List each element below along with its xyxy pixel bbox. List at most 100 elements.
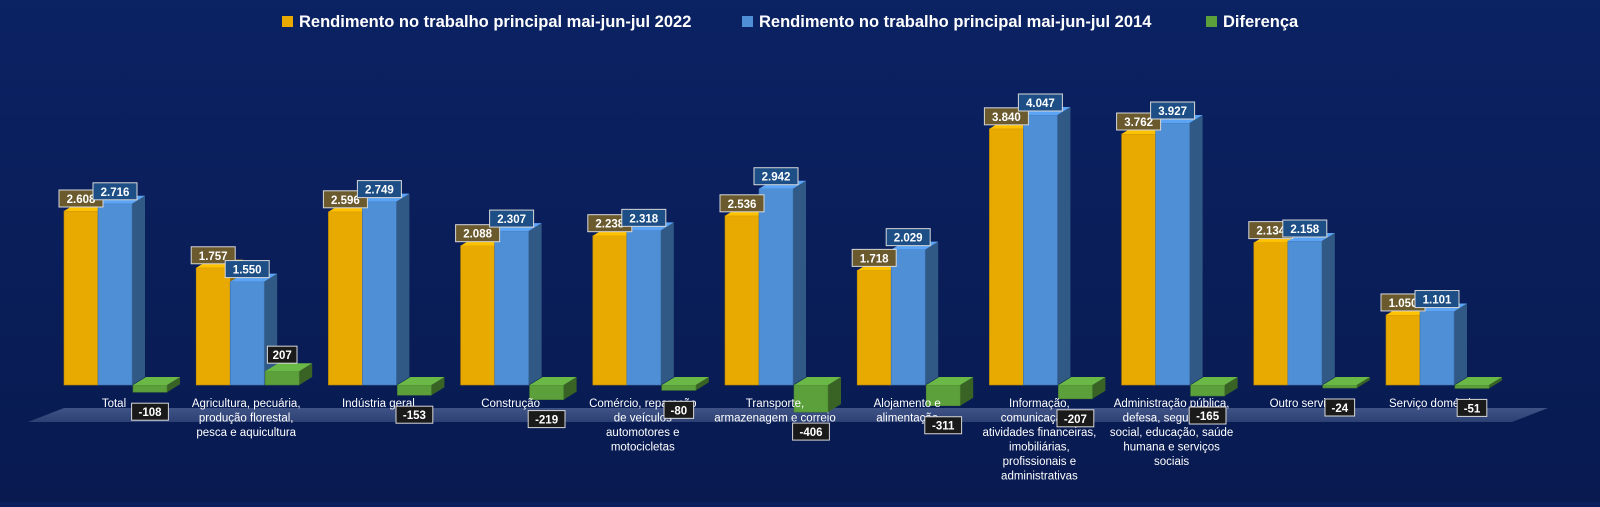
data-label: 3.840 bbox=[983, 107, 1029, 126]
data-label-box bbox=[322, 190, 368, 209]
category-label: Outro serviço bbox=[1270, 398, 1338, 410]
data-label: 1.550 bbox=[224, 260, 270, 279]
data-label-box bbox=[224, 260, 270, 279]
bar-front bbox=[1058, 384, 1093, 400]
bar-side bbox=[793, 180, 806, 385]
data-label-text: -24 bbox=[1331, 403, 1348, 415]
bar-top bbox=[926, 377, 974, 385]
bar bbox=[1023, 107, 1071, 386]
data-label-box bbox=[356, 180, 402, 199]
data-label-box bbox=[131, 402, 169, 421]
data-label: 3.762 bbox=[1116, 112, 1162, 131]
bar-side bbox=[167, 377, 180, 393]
category-label: Construção bbox=[481, 398, 540, 410]
data-label-box bbox=[983, 107, 1029, 126]
data-label-box bbox=[1324, 398, 1356, 417]
bar bbox=[1454, 377, 1502, 389]
data-label-text: 1.718 bbox=[860, 253, 889, 265]
category-labels: Total Agricultura, pecuária, produção flor… bbox=[102, 398, 1483, 483]
data-label: -165 bbox=[1188, 406, 1227, 425]
bar-top bbox=[133, 377, 180, 385]
bar bbox=[1322, 377, 1370, 389]
bar-front bbox=[890, 249, 926, 386]
bar-front bbox=[1023, 114, 1058, 386]
legend-label: Diferença bbox=[1223, 13, 1299, 31]
data-label-text: 1.101 bbox=[1423, 295, 1452, 307]
data-label: 207 bbox=[266, 345, 298, 364]
bar bbox=[1058, 377, 1106, 400]
bar-front bbox=[856, 270, 892, 386]
data-label-text: 2.238 bbox=[595, 219, 624, 231]
data-label: 2.134 bbox=[1248, 221, 1294, 240]
bar-front bbox=[592, 235, 628, 386]
bar-front bbox=[793, 384, 829, 413]
data-label-text: -153 bbox=[403, 410, 426, 422]
data-label: 2.536 bbox=[719, 194, 765, 213]
data-label-box bbox=[455, 224, 501, 243]
data-label-text: 2.716 bbox=[101, 187, 130, 199]
bar bbox=[758, 180, 806, 386]
data-label-text: 2.942 bbox=[762, 172, 791, 184]
data-labels: 2.608 2.716 -108 1.757 1.550 207 2.596 2.749 -15… bbox=[58, 93, 1488, 441]
bar-front bbox=[229, 281, 265, 386]
bar-top bbox=[1190, 377, 1238, 385]
bar-front bbox=[1454, 384, 1490, 389]
data-label-text: 1.050 bbox=[1389, 298, 1418, 310]
bar bbox=[925, 377, 974, 407]
bar-side bbox=[431, 377, 445, 396]
bar-front bbox=[989, 128, 1024, 386]
data-label-box bbox=[1150, 101, 1196, 120]
category-label: Transporte, armazenagem e correio bbox=[714, 398, 835, 425]
data-label-text: 2.134 bbox=[1256, 226, 1285, 238]
data-label: -311 bbox=[924, 416, 963, 435]
data-label: 2.942 bbox=[753, 167, 799, 186]
data-label-box bbox=[1017, 93, 1063, 112]
bar-top bbox=[1455, 377, 1502, 385]
legend-swatch bbox=[282, 16, 293, 27]
data-label-box bbox=[1188, 406, 1227, 425]
bar-side bbox=[828, 377, 841, 413]
data-label-box bbox=[1282, 219, 1328, 238]
bar-side bbox=[563, 377, 577, 400]
data-label: 1.718 bbox=[851, 248, 897, 267]
data-label-box bbox=[792, 422, 830, 441]
bar-top bbox=[265, 363, 313, 372]
data-label-text: 1.550 bbox=[233, 265, 262, 277]
data-label: -108 bbox=[131, 402, 169, 421]
data-label-box bbox=[92, 182, 138, 201]
bar-side bbox=[960, 377, 974, 406]
data-label-text: -406 bbox=[799, 427, 822, 439]
category-label: Total bbox=[102, 398, 126, 410]
data-label: 2.158 bbox=[1282, 219, 1328, 238]
data-label: 2.029 bbox=[885, 228, 931, 247]
bar bbox=[529, 377, 577, 400]
data-label-box bbox=[489, 209, 535, 228]
data-label: -51 bbox=[1456, 398, 1488, 417]
data-label-text: 2.608 bbox=[67, 194, 96, 206]
bar-front bbox=[1121, 133, 1156, 386]
data-label-box bbox=[885, 228, 931, 247]
bar bbox=[397, 377, 445, 396]
data-label-text: 207 bbox=[273, 350, 292, 362]
data-label-box bbox=[851, 248, 897, 267]
bar-top bbox=[1322, 377, 1370, 385]
bar bbox=[132, 377, 180, 393]
bar-front bbox=[264, 370, 300, 386]
bar bbox=[890, 241, 939, 386]
data-label-text: 2.088 bbox=[463, 229, 492, 241]
bar-side bbox=[1489, 377, 1502, 389]
bar-front bbox=[1287, 240, 1323, 386]
data-label: 2.596 bbox=[322, 190, 368, 209]
data-label-box bbox=[719, 194, 765, 213]
data-label-box bbox=[1116, 112, 1162, 131]
data-label-text: 3.840 bbox=[992, 112, 1021, 124]
category-label: Alojamento e alimentação bbox=[874, 398, 941, 425]
data-label: -406 bbox=[792, 422, 830, 441]
bar-front bbox=[724, 215, 760, 386]
legend-swatch bbox=[742, 16, 753, 27]
bar-front bbox=[328, 211, 363, 386]
data-label-text: -108 bbox=[138, 407, 162, 419]
bar-side bbox=[1224, 377, 1238, 397]
